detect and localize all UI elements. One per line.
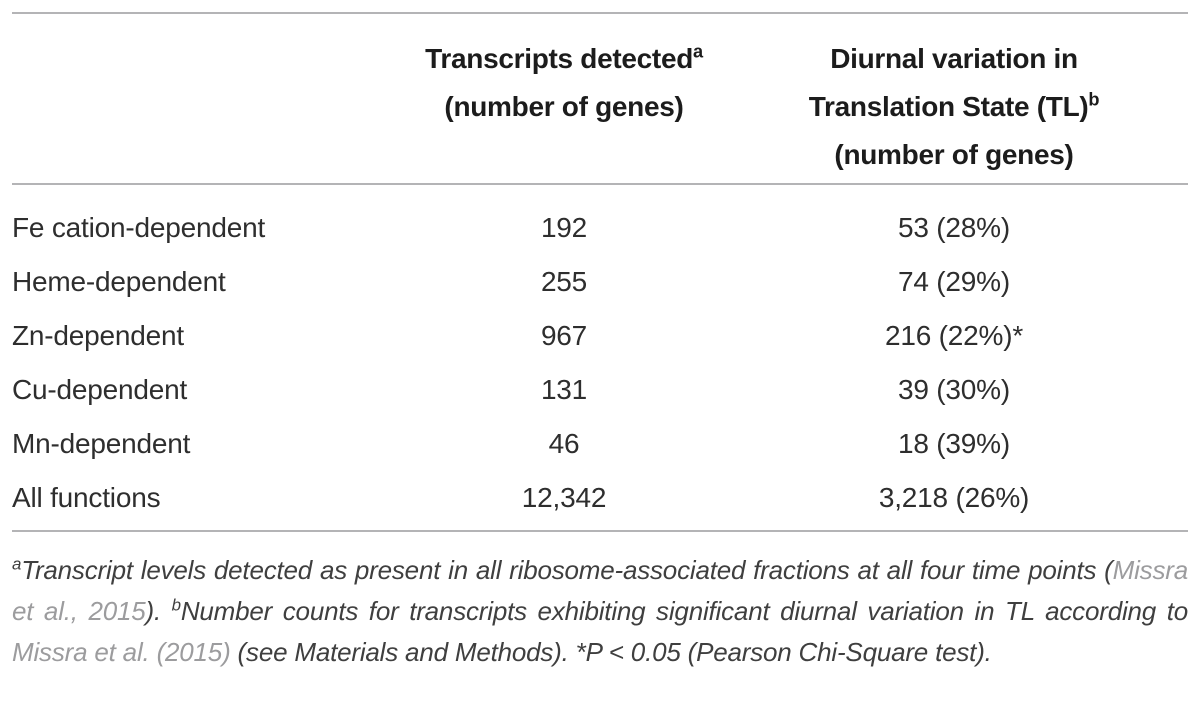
header-cell-empty — [12, 35, 352, 183]
header-cell-diurnal: Diurnal variation in Translation State (T… — [776, 35, 1188, 183]
diurnal-value: 216 (22%)* — [884, 320, 1024, 351]
footnote-text: Transcript levels detected as present in… — [21, 555, 1113, 585]
footnote-superscript-b: b — [171, 595, 181, 615]
transcripts-value: 967 — [540, 320, 588, 351]
citation-link-missra-2015[interactable]: Missra et al. (2015) — [12, 637, 231, 667]
table-body: Fe cation-dependent 192 53 (28%) Heme-de… — [12, 185, 1188, 530]
row-label: Cu-dependent — [12, 374, 188, 405]
transcripts-value: 131 — [540, 374, 588, 405]
table-row: Zn-dependent 967 216 (22%)* — [12, 309, 1188, 363]
header-diurnal-line2: Translation State (TL) — [808, 91, 1089, 122]
footnote-text: ). — [145, 596, 172, 626]
citation-link-missra-2015[interactable]: Missra et al., 2015 — [12, 555, 1188, 626]
diurnal-value: 18 (39%) — [897, 428, 1010, 459]
footnote-marker-b: b — [1088, 89, 1100, 110]
transcripts-value: 192 — [540, 212, 588, 243]
diurnal-value: 53 (28%) — [897, 212, 1010, 243]
row-label: All functions — [12, 482, 161, 513]
table-rule-header-separator — [12, 183, 1188, 185]
table-row: Cu-dependent 131 39 (30%) — [12, 363, 1188, 417]
footnote-superscript-a: a — [12, 554, 22, 574]
table-header-row: Transcripts detecteda (number of genes) D… — [12, 14, 1188, 183]
table-row: Fe cation-dependent 192 53 (28%) — [12, 201, 1188, 255]
table-row: Heme-dependent 255 74 (29%) — [12, 255, 1188, 309]
diurnal-value: 3,218 (26%) — [878, 482, 1030, 513]
footnote-text: (see Materials and Methods). *P < 0.05 (… — [230, 637, 992, 667]
table-row: All functions 12,342 3,218 (26%) — [12, 471, 1188, 525]
transcripts-value: 255 — [540, 266, 588, 297]
row-label: Mn-dependent — [12, 428, 191, 459]
table-footnote: aTranscript levels detected as present i… — [12, 550, 1188, 673]
table-rule-bottom — [12, 530, 1188, 532]
row-label: Fe cation-dependent — [12, 212, 266, 243]
header-transcripts-line1: Transcripts detected — [425, 43, 694, 74]
table-rule-top — [12, 12, 1188, 14]
transcripts-value: 46 — [548, 428, 580, 459]
table-row: Mn-dependent 46 18 (39%) — [12, 417, 1188, 471]
header-diurnal-line3: (number of genes) — [834, 139, 1074, 170]
row-label: Heme-dependent — [12, 266, 226, 297]
footnote-marker-a: a — [693, 41, 703, 62]
header-cell-transcripts: Transcripts detecteda (number of genes) — [352, 35, 776, 183]
diurnal-value: 74 (29%) — [897, 266, 1010, 297]
row-label: Zn-dependent — [12, 320, 184, 351]
diurnal-value: 39 (30%) — [897, 374, 1010, 405]
footnote-text: Number counts for transcripts exhibiting… — [180, 596, 1188, 626]
transcripts-value: 12,342 — [521, 482, 607, 513]
header-transcripts-line2: (number of genes) — [444, 91, 684, 122]
header-diurnal-line1: Diurnal variation in — [830, 43, 1078, 74]
